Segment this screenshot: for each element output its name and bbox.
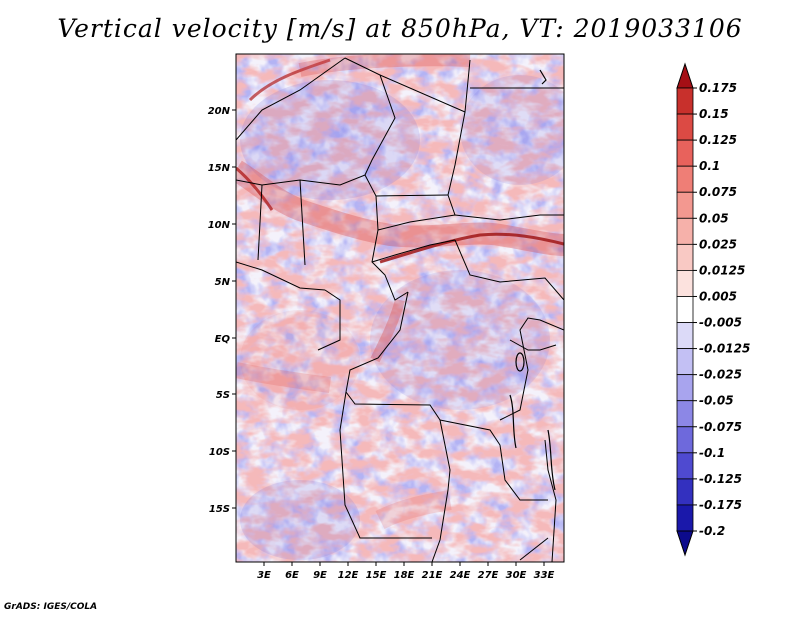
colorbar-segment	[676, 348, 694, 376]
colorbar-label: 0.125	[699, 133, 737, 147]
latitude-axis: 20N 15N 10N 5N EQ 5S 10S 15S	[208, 106, 236, 515]
lat-tick-label: 5S	[216, 390, 230, 401]
colorbar-segment	[676, 165, 694, 193]
colorbar-label: -0.175	[699, 498, 742, 512]
lat-tick-label: 15N	[208, 163, 231, 174]
lon-tick-label: 24E	[450, 570, 471, 581]
figure-title: Vertical velocity [m/s] at 850hPa, VT: 2…	[57, 14, 743, 43]
colorbar-label: 0.15	[699, 107, 729, 121]
lon-tick-label: 18E	[394, 570, 415, 581]
colorbar-top-arrow	[676, 62, 694, 89]
colorbar-label: -0.05	[699, 394, 734, 408]
colorbar-segment	[676, 452, 694, 480]
lat-tick-label: EQ	[215, 334, 231, 345]
lon-tick-label: 21E	[422, 570, 443, 581]
colorbar-label: 0.075	[699, 185, 737, 199]
colorbar-label: 0.1	[699, 159, 720, 173]
colorbar-bottom-arrow	[676, 530, 694, 557]
colorbar-segment	[676, 113, 694, 141]
colorbar-label: -0.005	[699, 316, 742, 330]
colorbar-segment	[676, 426, 694, 454]
colorbar-segment	[676, 374, 694, 402]
colorbar-segment	[676, 87, 694, 115]
colorbar-segment	[676, 504, 694, 532]
velocity-field	[236, 54, 564, 562]
colorbar: 0.175 0.15 0.125 0.1 0.075 0.05 0.025 0.0125 0.0…	[676, 62, 750, 557]
colorbar-label: -0.1	[699, 446, 725, 460]
colorbar-label: 0.175	[699, 81, 737, 95]
colorbar-label: 0.05	[699, 211, 729, 225]
lat-tick-label: 10N	[208, 220, 231, 231]
colorbar-segment	[676, 270, 694, 297]
lon-tick-label: 6E	[285, 570, 299, 581]
colorbar-label: 0.005	[699, 289, 737, 303]
colorbar-label: -0.075	[699, 420, 742, 434]
colorbar-segment	[676, 217, 694, 245]
colorbar-segment	[676, 243, 694, 271]
lakes	[509, 69, 556, 491]
colorbar-segment	[676, 296, 694, 323]
colorbar-segment	[676, 139, 694, 167]
lat-tick-label: 20N	[208, 106, 231, 117]
lon-tick-label: 30E	[506, 570, 527, 581]
colorbar-label: -0.125	[699, 472, 742, 486]
colorbar-segment	[676, 478, 694, 506]
lon-tick-label: 12E	[338, 570, 359, 581]
lat-tick-label: 5N	[215, 277, 231, 288]
colorbar-segment	[676, 191, 694, 219]
lon-tick-label: 33E	[534, 570, 555, 581]
lon-tick-label: 27E	[478, 570, 499, 581]
colorbar-label: 0.0125	[699, 263, 745, 277]
lon-tick-label: 3E	[257, 570, 271, 581]
lat-tick-label: 15S	[209, 504, 230, 515]
lon-tick-label: 9E	[313, 570, 327, 581]
colorbar-label: -0.0125	[699, 342, 750, 356]
map-frame	[235, 53, 565, 563]
colorbar-segment	[676, 400, 694, 428]
grads-credit: GrADS: IGES/COLA	[4, 602, 98, 612]
lat-tick-label: 10S	[209, 447, 230, 458]
country-boundaries	[236, 57, 564, 562]
longitude-axis: 3E 6E 9E 12E 15E 18E 21E 24E 27E 30E 33E	[257, 562, 555, 581]
colorbar-label: 0.025	[699, 237, 737, 251]
colorbar-segment	[676, 322, 694, 349]
lon-tick-label: 15E	[366, 570, 387, 581]
colorbar-label: -0.025	[699, 368, 742, 382]
colorbar-label: -0.2	[699, 524, 725, 538]
